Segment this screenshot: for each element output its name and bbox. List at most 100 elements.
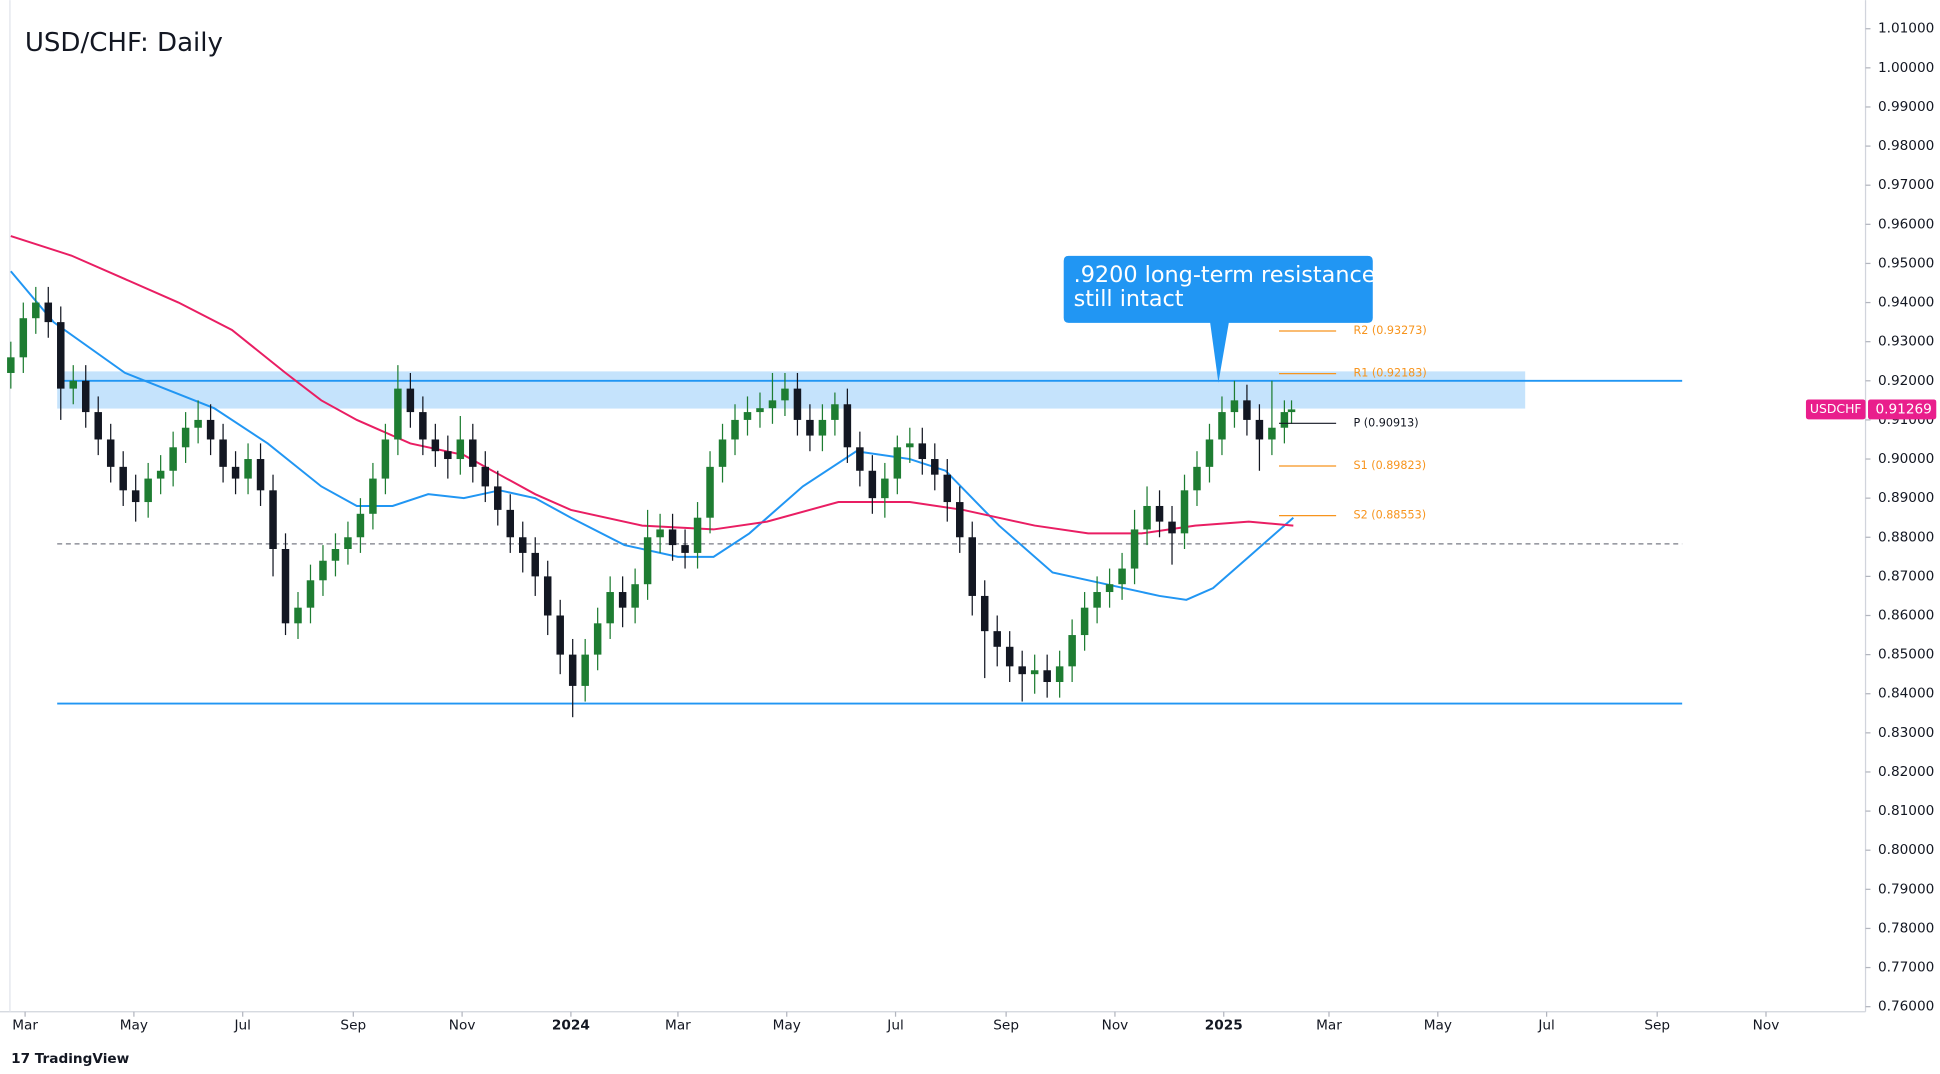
candle-body (568, 654, 577, 686)
candle-body (693, 517, 702, 553)
resistance-zone (57, 371, 1526, 409)
candle-body (269, 490, 277, 549)
candle-body (656, 529, 664, 538)
pivot-label: S1 (0.89823) (1353, 459, 1426, 472)
candle-body (1255, 419, 1264, 440)
candle-body (81, 380, 90, 413)
candle-body (893, 447, 902, 479)
candle-body (956, 502, 964, 538)
candle-body (206, 419, 215, 440)
candle-body (194, 419, 202, 428)
price-tag-label: 0.91269 (1875, 401, 1931, 417)
y-tick-label: 0.92000 (1878, 373, 1934, 389)
candle-body (144, 478, 152, 503)
pivot-label: R2 (0.93273) (1353, 324, 1426, 337)
x-tick-label: Jul (233, 1017, 250, 1033)
y-tick-label: 0.96000 (1878, 216, 1934, 232)
chart-title: USD/CHF: Daily (25, 28, 223, 58)
candle-body (831, 404, 839, 420)
candle-body (519, 537, 527, 553)
candle-body (131, 490, 140, 503)
x-tick-label: Jul (886, 1017, 903, 1033)
y-tick-label: 0.78000 (1878, 920, 1934, 936)
candle-body (643, 537, 652, 585)
x-tick-label: Jul (1537, 1017, 1554, 1033)
candle-body (156, 470, 165, 479)
candle-body (843, 404, 852, 448)
candle-body (32, 302, 40, 319)
annotation-text: still intact (1074, 286, 1184, 312)
candle-body (681, 545, 689, 553)
candle-body (768, 400, 777, 409)
x-tick-label: Sep (1644, 1017, 1670, 1033)
x-tick-label: May (1424, 1017, 1452, 1033)
candle-body (556, 615, 564, 655)
candle-body (1243, 400, 1251, 420)
candle-body (169, 447, 177, 471)
candle-body (806, 419, 814, 436)
y-tick-label: 0.80000 (1878, 842, 1934, 858)
pivot-label: R1 (0.92183) (1353, 367, 1426, 380)
candle-body (281, 548, 290, 624)
candle-body (506, 509, 515, 538)
candle-body (581, 654, 589, 686)
candle-body (1218, 412, 1226, 440)
y-tick-label: 0.76000 (1878, 999, 1934, 1015)
candle-body (231, 466, 240, 479)
candle-body (781, 388, 789, 401)
candle-body (618, 592, 627, 608)
y-tick-label: 0.77000 (1878, 960, 1934, 976)
candle-body (756, 408, 764, 413)
candle-body (1168, 521, 1176, 534)
y-tick-label: 0.88000 (1878, 529, 1934, 545)
x-tick-label: Mar (665, 1017, 691, 1033)
x-tick-label: Nov (1753, 1017, 1780, 1033)
candle-body (481, 466, 490, 487)
moving-average (10, 270, 1294, 601)
x-tick-label: Nov (1102, 1017, 1129, 1033)
candle-body (19, 318, 28, 358)
logo: 17 (11, 1051, 30, 1067)
y-tick-label: 0.85000 (1878, 647, 1934, 663)
candle-body (593, 623, 602, 655)
y-tick-label: 0.79000 (1878, 881, 1934, 897)
pivot-label: S2 (0.88553) (1353, 509, 1426, 522)
candle-body (1005, 646, 1014, 667)
y-tick-label: 0.99000 (1878, 99, 1934, 115)
candle-body (906, 443, 914, 448)
y-tick-label: 0.83000 (1878, 725, 1934, 741)
candle-body (1118, 568, 1126, 585)
candle-body (993, 631, 1001, 647)
y-tick-label: 0.89000 (1878, 490, 1934, 506)
candle-body (931, 459, 939, 475)
candle-body (706, 466, 714, 518)
x-tick-label: Mar (1316, 1017, 1342, 1033)
y-tick-label: 0.84000 (1878, 686, 1934, 702)
price-tag-symbol: USDCHF (1810, 401, 1862, 416)
y-tick-label: 0.90000 (1878, 451, 1934, 467)
candle-body (631, 584, 639, 608)
price-tag (1868, 399, 1937, 420)
y-tick-label: 1.01000 (1878, 21, 1934, 37)
y-tick-label: 0.97000 (1878, 177, 1934, 193)
candle-body (219, 439, 227, 467)
candle-body (1080, 607, 1089, 636)
candle-body (980, 595, 989, 632)
candle-body (356, 513, 365, 538)
candle-body (1105, 584, 1114, 593)
y-tick-label: 0.98000 (1878, 138, 1934, 154)
candle-body (1030, 670, 1039, 675)
candle-body (1130, 529, 1139, 569)
moving-average (10, 235, 1294, 535)
candle-body (1180, 490, 1189, 534)
candle-body (244, 459, 252, 479)
candle-body (1093, 592, 1101, 608)
candle-body (344, 537, 352, 549)
candle-body (743, 412, 752, 420)
candle-body (1280, 412, 1289, 428)
candle-body (1055, 666, 1064, 682)
candle-body (543, 576, 552, 616)
